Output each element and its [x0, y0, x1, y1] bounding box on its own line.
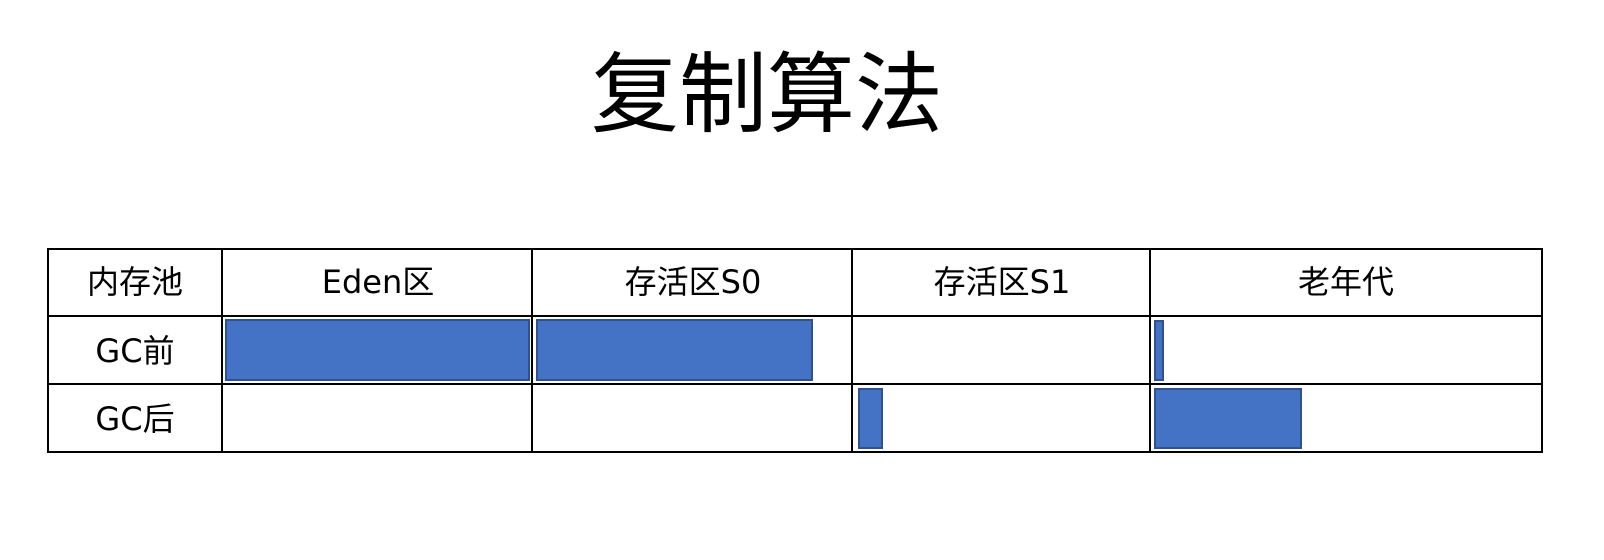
page-title: 复制算法	[590, 43, 943, 146]
header-eden: Eden区	[321, 263, 435, 301]
header-memory-pool: 内存池	[86, 263, 183, 301]
bar-after-old-gen	[1154, 388, 1302, 449]
table-border-bottom	[47, 451, 1543, 453]
bar-before-s0	[536, 319, 813, 381]
bar-after-s1	[858, 388, 883, 449]
memory-table: 内存池 Eden区 存活区S0 存活区S1 老年代 GC前 GC后	[47, 248, 1543, 453]
table-border-top	[47, 248, 1543, 250]
header-s1: 存活区S1	[933, 263, 1071, 301]
table-border-left	[47, 248, 49, 453]
col-divider	[1149, 248, 1151, 453]
bar-before-old-gen	[1154, 320, 1164, 381]
col-divider	[221, 248, 223, 453]
col-divider	[531, 248, 533, 453]
row-divider	[47, 383, 1543, 385]
bar-before-eden	[225, 319, 530, 381]
header-s0: 存活区S0	[624, 263, 762, 301]
col-divider	[851, 248, 853, 453]
row-label-before-gc: GC前	[95, 332, 175, 370]
header-old-gen: 老年代	[1297, 263, 1394, 301]
row-label-after-gc: GC后	[95, 400, 175, 438]
row-divider	[47, 315, 1543, 317]
table-border-right	[1541, 248, 1543, 453]
